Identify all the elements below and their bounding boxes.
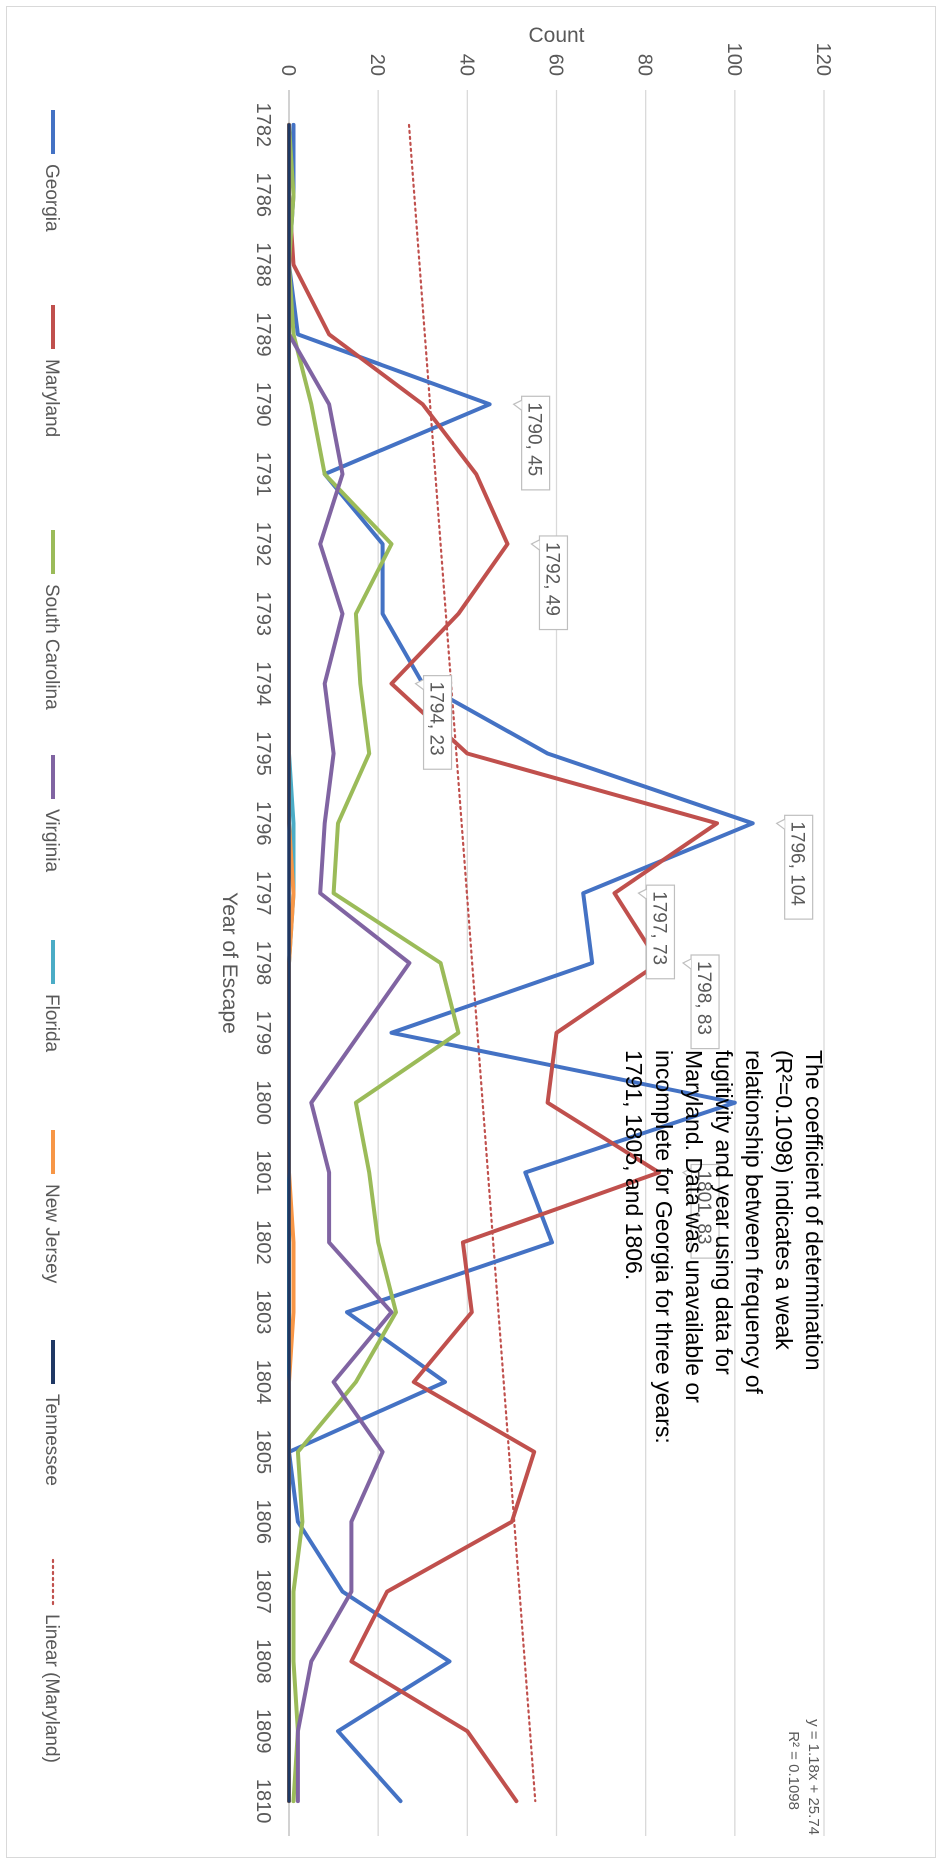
x-tick-label: 1796 <box>252 801 274 846</box>
chart-frame <box>6 6 936 1858</box>
data-label-box <box>690 1163 720 1259</box>
x-tick-label: 1809 <box>252 1709 274 1754</box>
legend-item: Georgia <box>41 110 62 232</box>
annotation-line: fugitivity and year using data for <box>711 1050 737 1375</box>
data-label: 1794, 23 <box>414 675 453 770</box>
data-labels: 1790, 45 1792, 49 1794, 23 1796, 104 1797, 7… <box>414 395 814 1259</box>
data-label: 1792, 49 <box>530 535 569 631</box>
legend-item: Linear (Maryland) <box>41 1558 62 1763</box>
data-label-pointer <box>681 1167 692 1179</box>
x-tick-label: 1782 <box>252 103 274 148</box>
series-line-south-carolina <box>287 122 461 1804</box>
data-label-text: 1797, 73 <box>648 891 669 965</box>
y-tick-label: 60 <box>545 54 567 76</box>
y-tick-label: 80 <box>634 54 656 76</box>
data-label-pointer <box>530 539 540 551</box>
legend-label: New Jersey <box>41 1184 62 1284</box>
data-label-box <box>645 884 676 980</box>
data-label-text: 1790, 45 <box>524 402 545 476</box>
legend-item: South Carolina <box>41 530 62 710</box>
data-label-text: 1796, 104 <box>787 821 808 906</box>
x-tick-label: 1803 <box>252 1290 274 1335</box>
data-label-text: 1792, 49 <box>541 542 562 616</box>
trendline-maryland <box>407 123 537 1803</box>
data-label-pointer <box>512 399 522 411</box>
x-tick-label: 1789 <box>252 312 274 357</box>
data-label-box <box>422 675 453 770</box>
data-label-pointer <box>414 679 424 691</box>
data-label: 1797, 73 <box>637 884 676 980</box>
data-label-pointer <box>637 888 647 900</box>
data-label-box <box>538 535 569 631</box>
x-tick-label: 1792 <box>252 522 274 567</box>
trendline-equation: y = 1.18x + 25.74 <box>805 1719 822 1835</box>
y-tick-label: 20 <box>366 54 388 76</box>
x-tick-label: 1788 <box>252 242 274 287</box>
legend-item: New Jersey <box>41 1130 62 1284</box>
legend-item: Tennessee <box>41 1340 62 1486</box>
x-tick-label: 1795 <box>252 731 274 776</box>
y-tick-label: 100 <box>723 43 745 76</box>
legend-item: Virginia <box>41 755 62 872</box>
data-label-box <box>690 954 720 1050</box>
data-label-pointer <box>775 818 786 830</box>
x-tick-label: 1794 <box>252 661 274 706</box>
x-tick-label: 1800 <box>252 1080 274 1125</box>
legend-label: Florida <box>41 994 62 1053</box>
x-axis-title: Year of Escape <box>218 892 241 1034</box>
legend-label: Tennessee <box>41 1394 62 1486</box>
trendline-r2: R² = 0.1098 <box>785 1731 802 1810</box>
x-tick-label: 1801 <box>252 1150 274 1195</box>
legend-item: Maryland <box>41 305 62 437</box>
annotation-line: 1791, 1805, and 1806. <box>621 1050 647 1280</box>
data-label-text: 1801, 83 <box>693 1171 714 1245</box>
series-line-virginia <box>287 122 412 1804</box>
annotation-line: relationship between frequency of <box>741 1050 767 1395</box>
x-tick-label: 1805 <box>252 1430 274 1475</box>
data-label-text: 1794, 23 <box>426 682 447 756</box>
x-tick-label: 1798 <box>252 941 274 986</box>
series-line-georgia <box>287 122 755 1804</box>
annotation-line: Maryland. Data was unavailable or <box>681 1050 707 1403</box>
data-label: 1796, 104 <box>775 814 814 920</box>
x-tick-label: 1786 <box>252 173 274 218</box>
data-label: 1798, 83 <box>681 954 720 1050</box>
x-tick-label: 1810 <box>252 1779 274 1824</box>
annotation-line: (R²=0.1098) indicates a weak <box>771 1050 797 1350</box>
x-tick-label: 1797 <box>252 871 274 916</box>
x-tick-label: 1807 <box>252 1569 274 1614</box>
legend-label: Maryland <box>41 359 62 437</box>
legend-label: South Carolina <box>41 584 62 710</box>
annotation-note: The coefficient of determination(R²=0.10… <box>621 1050 827 1444</box>
y-axis-title: Count <box>528 24 584 47</box>
y-tick-label: 40 <box>455 54 477 76</box>
data-label: 1801, 83 <box>681 1163 720 1259</box>
data-label-box <box>521 395 551 491</box>
x-tick-label: 1790 <box>252 382 274 427</box>
legend-label: Virginia <box>41 809 62 872</box>
x-tick-label: 1808 <box>252 1639 274 1684</box>
x-tick-label: 1804 <box>252 1360 274 1405</box>
x-tick-label: 1799 <box>252 1011 274 1056</box>
x-tick-label: 1791 <box>252 452 274 497</box>
x-tick-label: 1802 <box>252 1220 274 1265</box>
legend-item: Florida <box>41 940 62 1053</box>
y-tick-label: 0 <box>277 65 299 76</box>
data-label-box <box>784 814 814 920</box>
legend: Georgia Maryland South Carolina Virginia Flo… <box>41 110 62 1763</box>
legend-label: Linear (Maryland) <box>41 1614 62 1763</box>
annotation-line: The coefficient of determination <box>801 1050 827 1370</box>
annotation-line: incomplete for Georgia for three years: <box>651 1050 677 1444</box>
y-tick-label: 120 <box>812 43 834 76</box>
legend-label: Georgia <box>41 164 62 232</box>
data-label-pointer <box>681 958 692 970</box>
x-tick-label: 1793 <box>252 592 274 637</box>
x-tick-label: 1806 <box>252 1499 274 1544</box>
data-label-text: 1798, 83 <box>693 961 714 1035</box>
data-label: 1790, 45 <box>512 395 551 491</box>
